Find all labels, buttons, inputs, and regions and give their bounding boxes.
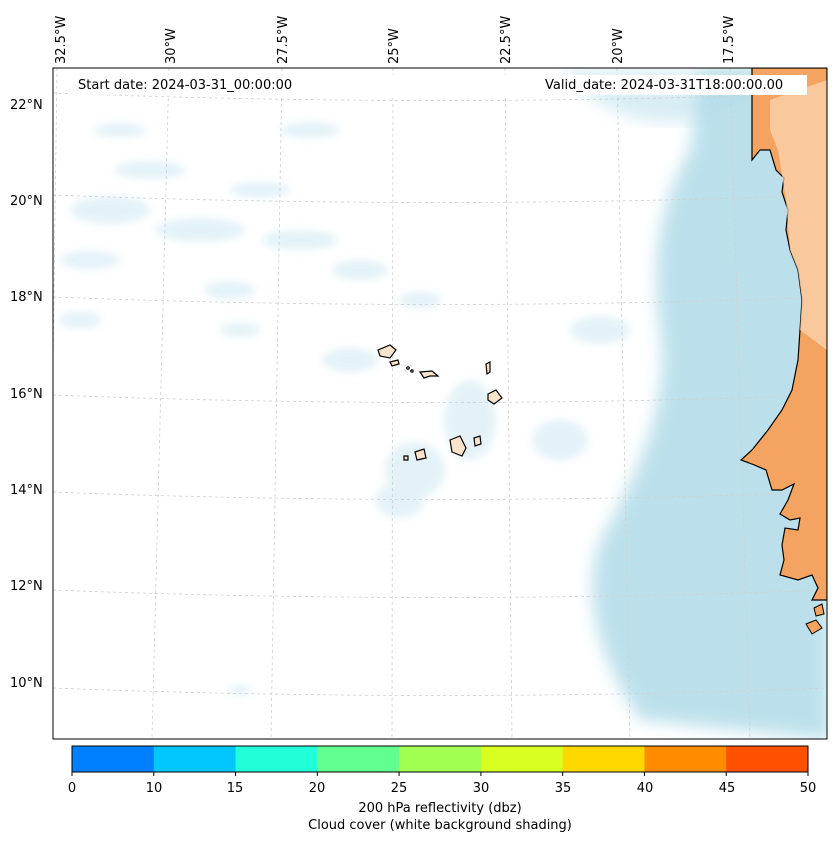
colorbar-tick: 45 <box>718 781 736 796</box>
map-frame <box>52 67 828 740</box>
colorbar-tick: 40 <box>636 781 654 796</box>
lon-label-30w: 30°W <box>164 28 179 64</box>
lon-label-25w: 25°W <box>387 28 402 64</box>
colorbar <box>71 745 809 776</box>
colorbar-title: 200 hPa reflectivity (dbz) <box>358 801 522 816</box>
colorbar-tick: 35 <box>554 781 572 796</box>
lat-label-22n: 22°N <box>10 98 43 113</box>
land-africa <box>739 68 827 635</box>
colorbar-segment <box>644 746 727 772</box>
colorbar-tick: 20 <box>308 781 326 796</box>
graticule <box>53 68 827 739</box>
lon-label-22-5w: 22.5°W <box>499 15 514 64</box>
colorbar-segment <box>480 746 564 772</box>
colorbar-tick: 10 <box>145 781 163 796</box>
colorbar-tick: 50 <box>799 781 817 796</box>
colorbar-segment <box>399 746 482 772</box>
colorbar-segment <box>562 746 645 772</box>
lat-label-18n: 18°N <box>10 290 43 305</box>
lon-label-17-5w: 17.5°W <box>722 15 737 64</box>
colorbar-border <box>71 745 809 773</box>
lat-label-20n: 20°N <box>10 194 43 209</box>
cape-verde-islands <box>377 344 503 461</box>
header-band <box>70 75 807 95</box>
lat-label-16n: 16°N <box>10 387 43 402</box>
colorbar-segment <box>72 746 155 772</box>
colorbar-segment <box>235 746 318 772</box>
start-date-label: Start date: 2024-03-31_00:00:00 <box>78 78 293 93</box>
lat-label-10n: 10°N <box>10 676 43 691</box>
colorbar-tick: 25 <box>390 781 408 796</box>
colorbar-segment <box>726 746 809 772</box>
lat-label-12n: 12°N <box>10 579 43 594</box>
colorbar-segment <box>317 746 400 772</box>
colorbar-subtitle: Cloud cover (white background shading) <box>308 818 572 833</box>
valid-date-label: Valid_date: 2024-03-31T18:00:00.00 <box>545 78 784 93</box>
colorbar-tick: 15 <box>226 781 244 796</box>
lon-label-27-5w: 27.5°W <box>276 15 291 64</box>
colorbar-tick: 0 <box>67 781 77 796</box>
colorbar-tick: 30 <box>472 781 490 796</box>
colorbar-segment <box>153 746 237 772</box>
lon-label-32-5w: 32.5°W <box>54 15 69 64</box>
lon-label-20w: 20°W <box>611 28 626 64</box>
lat-label-14n: 14°N <box>10 483 43 498</box>
